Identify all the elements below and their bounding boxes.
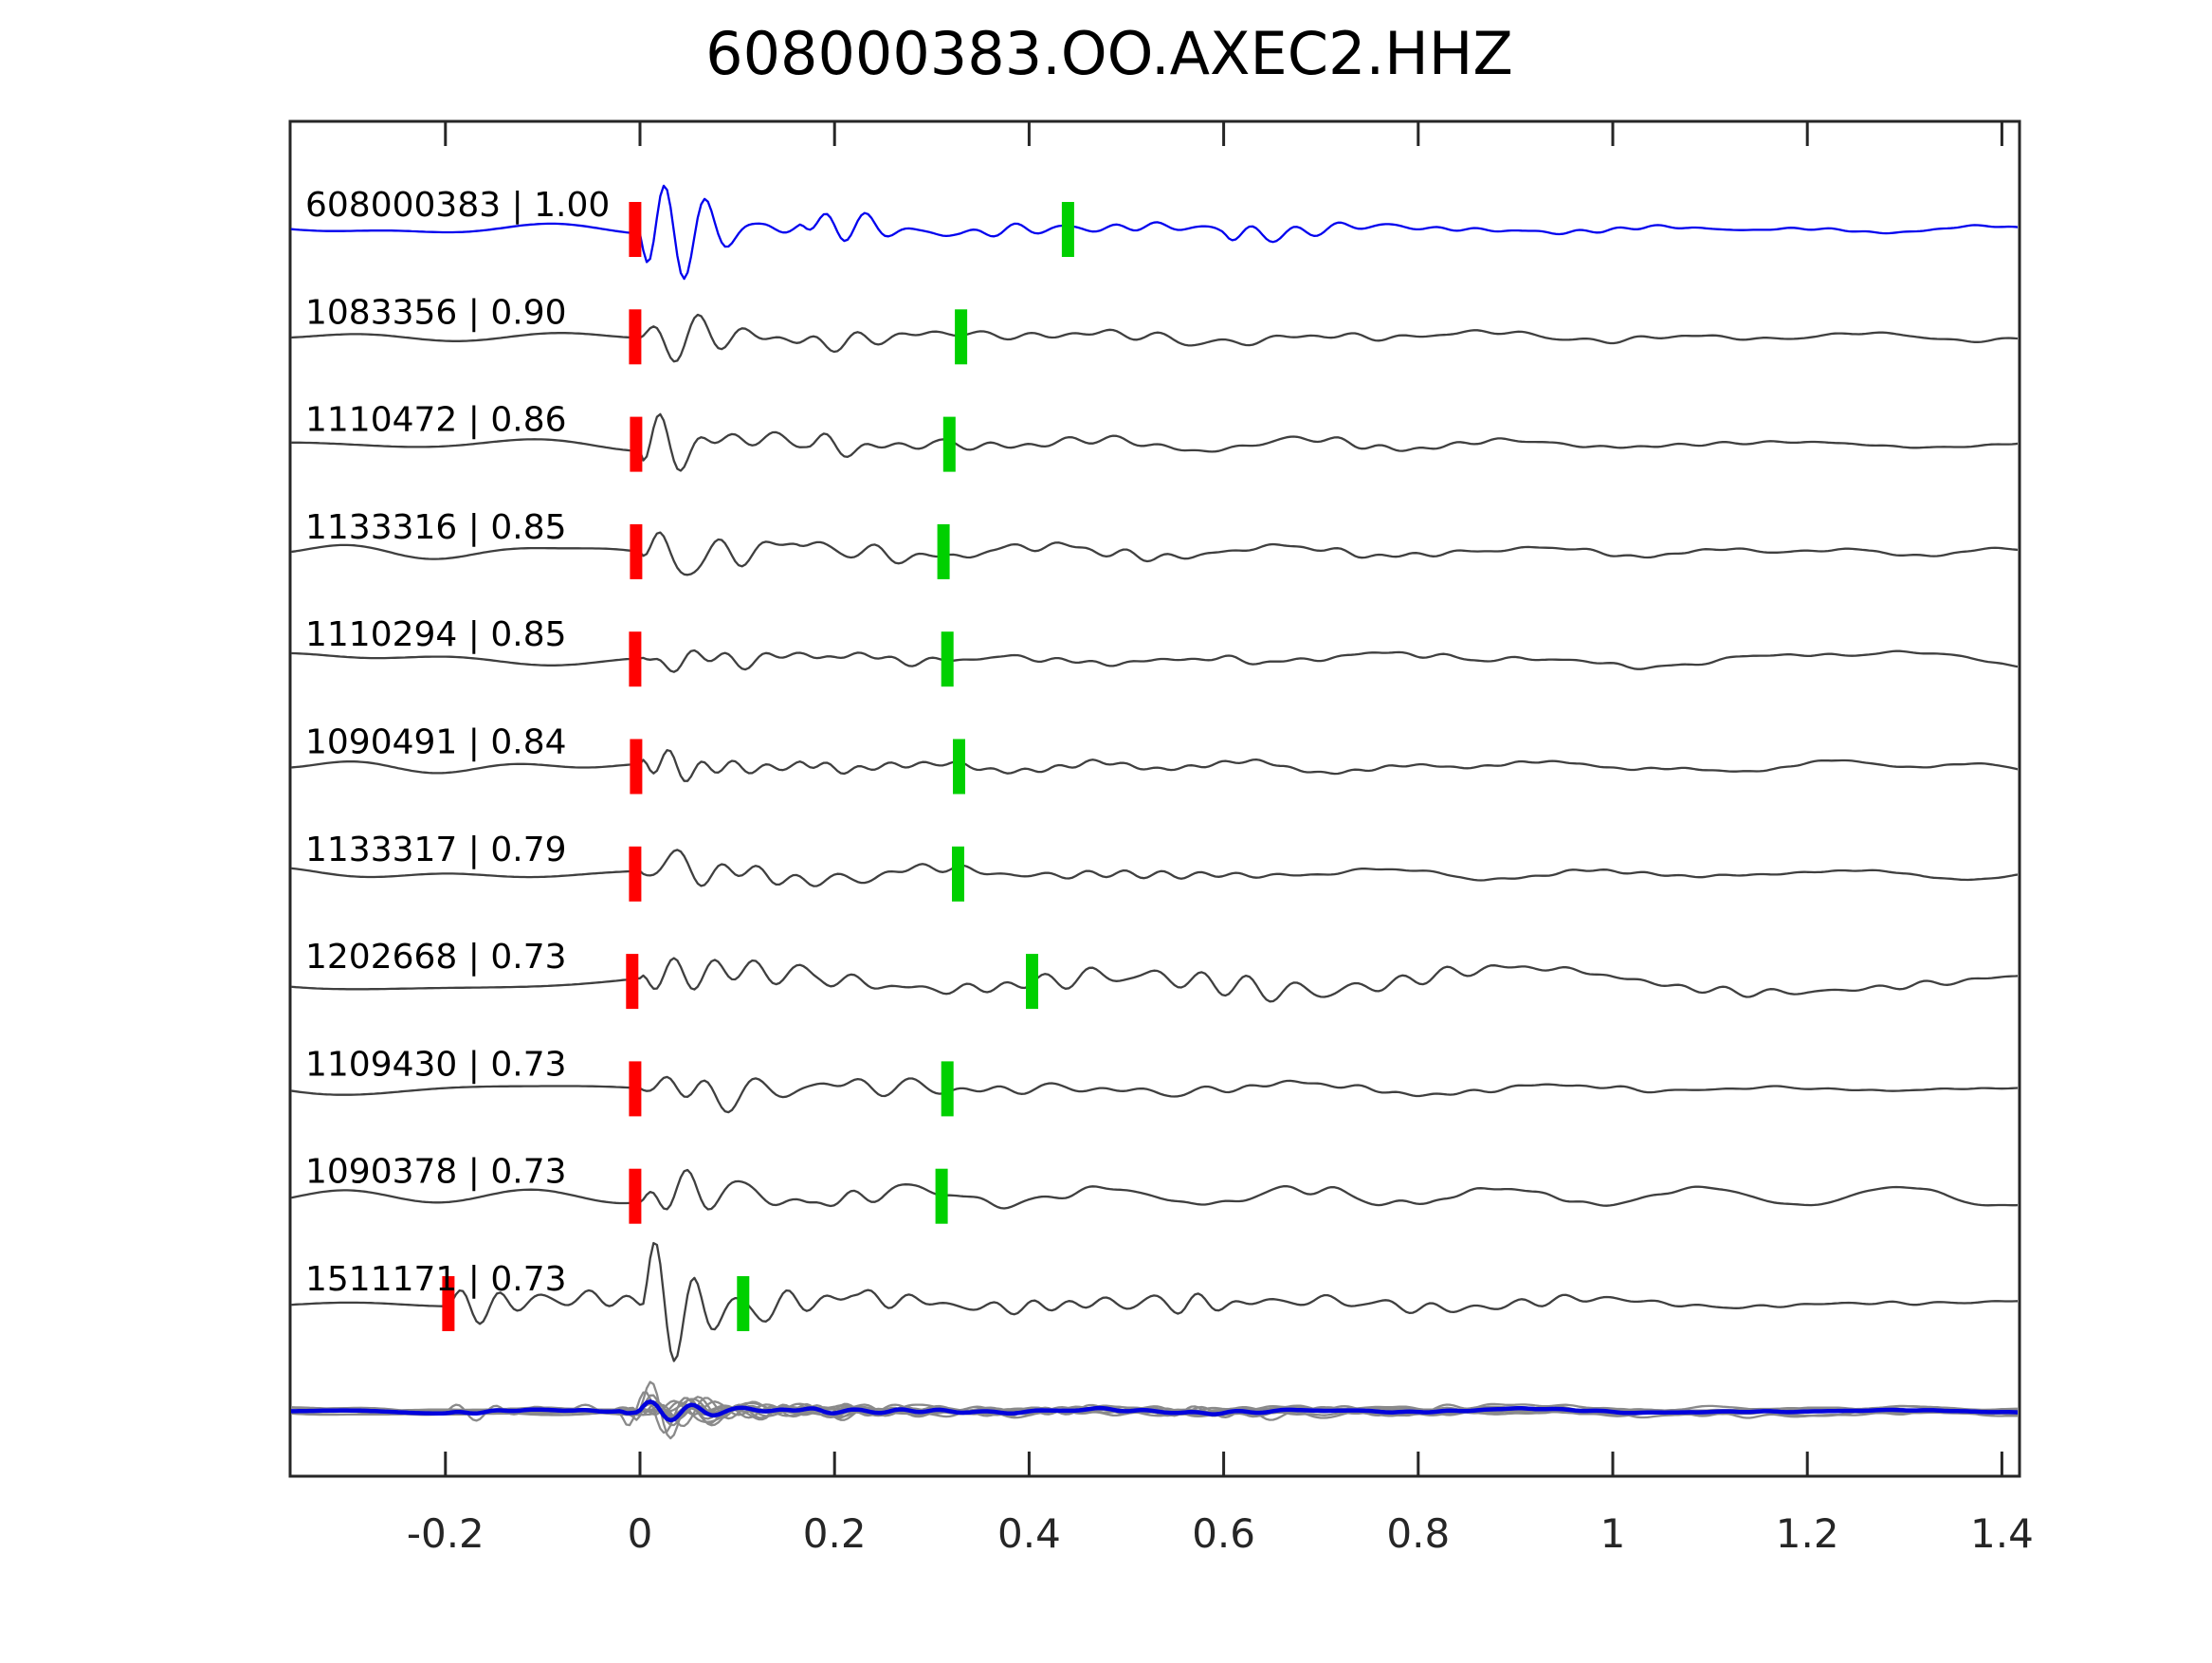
pick-marker-red (629, 846, 642, 902)
detection-waveform (291, 649, 2018, 673)
pick-marker-green (941, 1061, 954, 1117)
x-tick-label: 1.2 (1776, 1510, 1839, 1557)
trace-label: 1110472 | 0.86 (305, 401, 567, 440)
pick-marker-green (941, 631, 954, 687)
trace-label: 608000383 | 1.00 (305, 186, 610, 225)
detection-waveform (291, 749, 2018, 782)
pick-marker-green (942, 416, 956, 472)
pick-marker-red (442, 1276, 455, 1331)
trace-label: 1133316 | 0.85 (305, 508, 567, 547)
template-waveform (291, 184, 2018, 281)
detection-waveform (291, 957, 2018, 1003)
plot-area-border (288, 119, 2021, 1478)
pick-marker-red (630, 523, 643, 579)
figure-title: 608000383.OO.AXEC2.HHZ (705, 19, 1513, 88)
pick-marker-red (629, 1168, 642, 1224)
pick-marker-green (935, 1168, 948, 1224)
detection-waveform (291, 313, 2018, 363)
pick-marker-green (953, 739, 965, 795)
x-tick-label: 0.2 (803, 1510, 867, 1557)
x-tick-label: 0.8 (1386, 1510, 1450, 1557)
x-axis-ticks (444, 121, 2003, 1476)
pick-marker-red (626, 954, 639, 1010)
detection-waveform (291, 1168, 2018, 1211)
pick-marker-green (1026, 954, 1038, 1010)
pick-marker-green (952, 846, 964, 902)
pick-markers (442, 202, 1074, 1331)
x-tick-label: 1 (1600, 1510, 1626, 1557)
x-tick-label: 0 (628, 1510, 653, 1557)
trace-label: 1133317 | 0.79 (305, 831, 567, 869)
stack-waveform (291, 1398, 2018, 1423)
pick-marker-red (629, 1061, 642, 1117)
trace-label: 1109430 | 0.73 (305, 1045, 567, 1084)
pick-marker-red (629, 202, 642, 257)
trace-label: 1110294 | 0.85 (305, 615, 567, 654)
pick-marker-red (629, 309, 642, 365)
pick-marker-green (955, 309, 968, 365)
trace-label: 1511171 | 0.73 (305, 1260, 567, 1299)
x-tick-label: 0.6 (1192, 1510, 1255, 1557)
trace-labels: 608000383 | 1.00 1083356 | 0.90 1110472 | … (305, 186, 610, 1299)
pick-marker-red (630, 739, 643, 795)
trace-label: 1083356 | 0.90 (305, 293, 567, 332)
pick-marker-green (737, 1276, 750, 1331)
x-axis-tick-labels: -0.2 0 0.2 0.4 0.6 0.8 1 1.2 1.4 (407, 1510, 2034, 1557)
pick-marker-red (629, 631, 642, 687)
pick-marker-green (937, 523, 950, 579)
x-tick-label: 0.4 (997, 1510, 1061, 1557)
detection-waveform (291, 412, 2018, 472)
pick-marker-red (630, 416, 643, 472)
x-tick-label: 1.4 (1970, 1510, 2034, 1557)
trace-label: 1202668 | 0.73 (305, 938, 567, 977)
detection-waveform (291, 531, 2018, 576)
detection-waveform (291, 1075, 2018, 1114)
detection-waveform (291, 849, 2018, 887)
waveforms (291, 184, 2018, 1440)
trace-label: 1090378 | 0.73 (305, 1153, 567, 1192)
pick-marker-green (1061, 202, 1074, 257)
detection-waveform (291, 1241, 2018, 1362)
trace-label: 1090491 | 0.84 (305, 723, 567, 762)
x-tick-label: -0.2 (407, 1510, 484, 1557)
